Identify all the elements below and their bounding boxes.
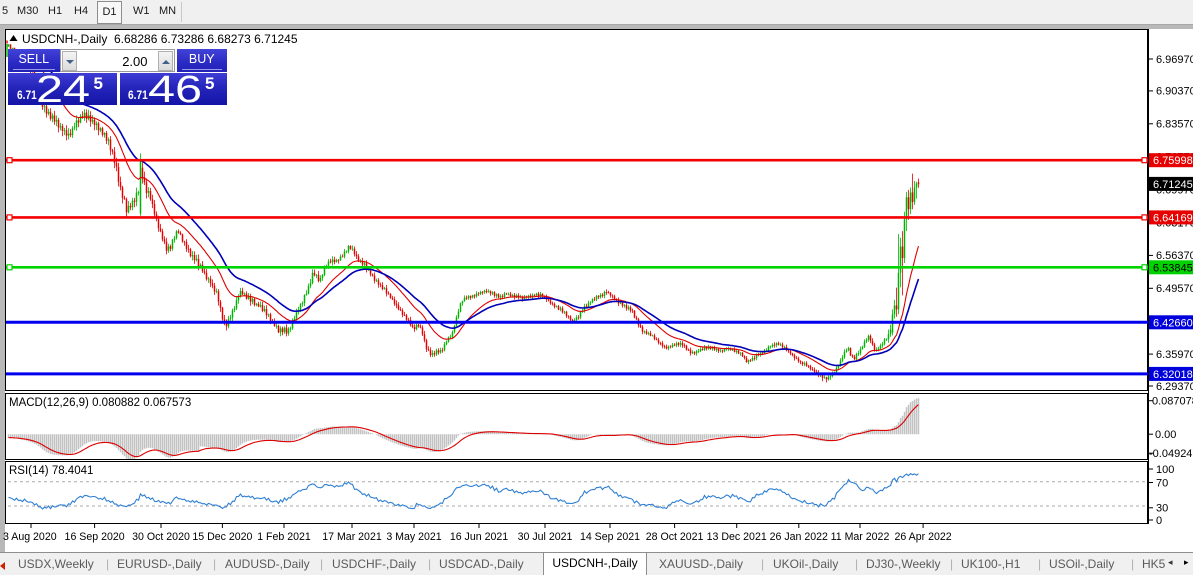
svg-text:6.29370: 6.29370 (1156, 381, 1193, 393)
svg-text:6.49570: 6.49570 (1156, 283, 1193, 295)
svg-text:11 Mar 2022: 11 Mar 2022 (831, 531, 890, 543)
svg-text:RSI(14) 78.4041: RSI(14) 78.4041 (9, 465, 93, 477)
svg-text:6.83570: 6.83570 (1156, 119, 1193, 131)
svg-text:6.42660: 6.42660 (1153, 317, 1193, 329)
svg-text:MACD(12,26,9) 0.080882 0.06757: MACD(12,26,9) 0.080882 0.067573 (9, 397, 191, 409)
svg-text:30: 30 (1156, 503, 1168, 515)
svg-text:6.53845: 6.53845 (1153, 262, 1193, 274)
svg-text:0.00: 0.00 (1155, 429, 1176, 441)
svg-text:6.64169: 6.64169 (1153, 212, 1193, 224)
svg-text:16 Sep 2020: 16 Sep 2020 (65, 531, 125, 543)
svg-text:6.56370: 6.56370 (1156, 250, 1193, 262)
svg-text:26 Jan 2022: 26 Jan 2022 (770, 531, 828, 543)
svg-text:70: 70 (1156, 477, 1168, 489)
svg-text:3 May 2021: 3 May 2021 (386, 531, 441, 543)
svg-text:30 Oct 2020: 30 Oct 2020 (132, 531, 190, 543)
svg-text:6.96970: 6.96970 (1156, 54, 1193, 66)
svg-text:100: 100 (1156, 464, 1174, 476)
svg-text:1 Feb 2021: 1 Feb 2021 (257, 531, 311, 543)
svg-text:6.90370: 6.90370 (1156, 86, 1193, 98)
svg-text:13 Dec 2021: 13 Dec 2021 (707, 531, 767, 543)
svg-text:28 Oct 2021: 28 Oct 2021 (646, 531, 704, 543)
svg-text:30 Jul 2021: 30 Jul 2021 (518, 531, 573, 543)
svg-text:6.32018: 6.32018 (1153, 369, 1193, 381)
svg-text:16 Jun 2021: 16 Jun 2021 (450, 531, 508, 543)
svg-text:0: 0 (1156, 515, 1162, 527)
svg-text:-0.049247: -0.049247 (1149, 448, 1193, 460)
svg-text:6.35970: 6.35970 (1156, 349, 1193, 361)
svg-text:15 Dec 2020: 15 Dec 2020 (192, 531, 252, 543)
svg-text:USDCNH-,Daily 6.68286 6.73286: USDCNH-,Daily 6.68286 6.73286 6.68273 6.… (22, 32, 298, 46)
svg-text:17 Mar 2021: 17 Mar 2021 (322, 531, 382, 543)
svg-text:0.087078: 0.087078 (1152, 396, 1193, 408)
svg-text:14 Sep 2021: 14 Sep 2021 (580, 531, 640, 543)
svg-text:6.71245: 6.71245 (1153, 179, 1193, 191)
svg-text:26 Apr 2022: 26 Apr 2022 (895, 531, 952, 543)
svg-text:6.75998: 6.75998 (1153, 155, 1193, 167)
svg-text:3 Aug 2020: 3 Aug 2020 (3, 531, 57, 543)
